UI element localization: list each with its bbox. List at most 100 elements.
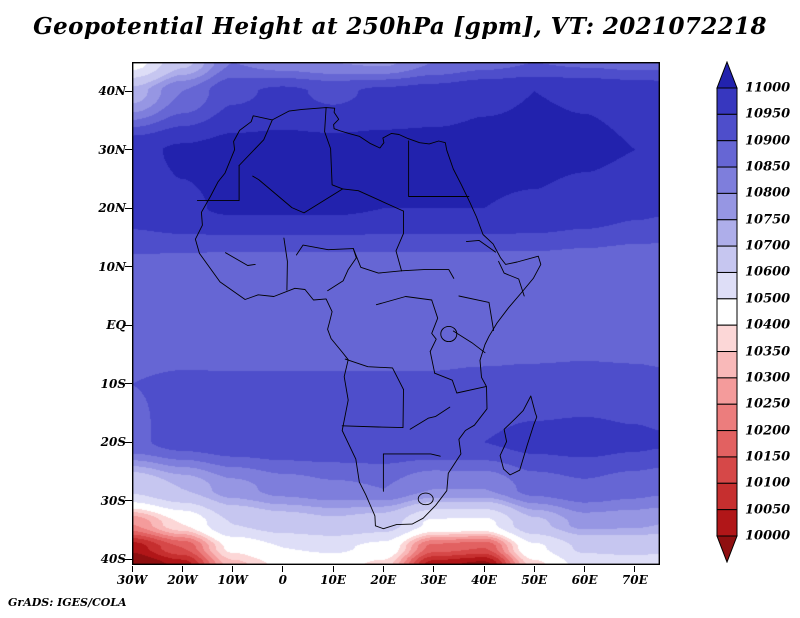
colorbar-label: 10700 xyxy=(745,238,791,254)
y-tick-mark xyxy=(125,441,132,443)
y-tick-mark xyxy=(125,500,132,502)
country-border xyxy=(295,244,354,256)
figure-title: Geopotential Height at 250hPa [gpm], VT:… xyxy=(33,13,767,40)
y-tick-label: 10S xyxy=(100,376,126,391)
inland-water-outline xyxy=(417,492,434,506)
country-border xyxy=(341,389,404,429)
filled-contour-field xyxy=(132,62,660,565)
y-tick-label: EQ xyxy=(106,318,126,333)
country-border xyxy=(342,188,404,212)
x-tick-mark xyxy=(584,566,586,572)
country-border xyxy=(375,296,433,306)
colorbar-label: 10300 xyxy=(745,370,791,386)
country-border xyxy=(382,453,441,457)
colorbar-segment xyxy=(716,509,738,537)
y-tick-mark xyxy=(125,266,132,268)
colorbar-label: 10750 xyxy=(745,212,791,228)
y-tick-mark xyxy=(125,149,132,151)
colorbar-segment xyxy=(716,430,738,458)
colorbar-label: 10950 xyxy=(745,106,791,122)
grads-attribution: GrADS: IGES/COLA xyxy=(8,596,127,609)
colorbar-segment xyxy=(716,482,738,511)
madagascar-coastline xyxy=(499,395,538,476)
x-tick-mark xyxy=(533,566,535,572)
africa-map-overlay xyxy=(132,62,660,565)
x-tick-label: 70E xyxy=(621,573,648,587)
x-tick-mark xyxy=(332,566,334,572)
map-plot xyxy=(132,62,660,565)
country-border xyxy=(409,406,451,430)
colorbar-label: 10200 xyxy=(745,423,791,439)
africa-coastline xyxy=(194,107,542,530)
colorbar-label: 10500 xyxy=(745,291,791,307)
x-tick-label: 20W xyxy=(167,573,198,587)
colorbar-segment xyxy=(716,456,738,484)
country-border xyxy=(196,165,240,202)
colorbar-arrow-low xyxy=(716,535,738,563)
y-tick-mark xyxy=(125,383,132,385)
colorbar-label: 11000 xyxy=(745,80,791,96)
x-tick-label: 40E xyxy=(471,573,497,587)
colorbar-segment xyxy=(716,219,738,247)
colorbar-label: 10800 xyxy=(745,185,791,201)
country-border xyxy=(225,252,256,266)
colorbar-segment xyxy=(716,351,738,379)
country-border xyxy=(344,358,404,390)
y-tick-mark xyxy=(125,90,132,92)
y-tick-label: 40N xyxy=(98,84,126,99)
colorbar-label: 10350 xyxy=(745,344,791,360)
country-border xyxy=(401,269,455,279)
y-tick-mark xyxy=(125,558,132,560)
x-tick-label: 30W xyxy=(116,573,148,587)
x-tick-label: 20E xyxy=(370,573,397,587)
colorbar-label: 10100 xyxy=(745,475,791,491)
y-tick-label: 30S xyxy=(100,493,126,508)
plot-frame xyxy=(132,62,660,565)
colorbar-segment xyxy=(716,87,738,115)
colorbar-segment xyxy=(716,113,738,142)
x-tick-mark xyxy=(433,566,435,572)
x-tick-label: 10E xyxy=(320,573,347,587)
colorbar-label: 10150 xyxy=(745,449,791,465)
colorbar-label: 10900 xyxy=(745,133,791,149)
country-border xyxy=(429,299,439,352)
country-border xyxy=(352,248,402,274)
colorbar-label: 10600 xyxy=(745,264,791,280)
country-border xyxy=(283,237,288,291)
colorbar: 11000 10950 10900 10850 10800 10750 10700 10600… xyxy=(716,61,800,563)
inland-water-outline xyxy=(440,325,458,343)
country-border xyxy=(458,295,495,331)
y-tick-mark xyxy=(125,324,132,326)
country-border xyxy=(434,372,487,394)
x-tick-mark xyxy=(483,566,485,572)
colorbar-label: 10250 xyxy=(745,396,791,412)
x-tick-mark xyxy=(232,566,234,572)
country-border xyxy=(465,239,497,253)
colorbar-segment xyxy=(716,192,738,221)
country-border xyxy=(324,107,344,190)
colorbar-segment xyxy=(716,403,738,432)
country-border xyxy=(452,330,486,354)
colorbar-label: 10400 xyxy=(745,317,791,333)
y-tick-label: 40S xyxy=(100,552,126,567)
colorbar-arrow-high xyxy=(716,61,738,89)
colorbar-segment xyxy=(716,271,738,300)
colorbar-label: 10000 xyxy=(745,528,791,544)
x-tick-label: 60E xyxy=(571,573,598,587)
colorbar-label: 10050 xyxy=(745,502,791,518)
colorbar-segment xyxy=(716,377,738,405)
country-border xyxy=(327,248,357,292)
x-tick-label: 50E xyxy=(521,573,548,587)
y-tick-label: 30N xyxy=(98,142,126,157)
country-border xyxy=(395,210,404,272)
country-border xyxy=(429,351,436,374)
x-tick-label: 0 xyxy=(278,573,288,587)
x-tick-mark xyxy=(181,566,183,572)
colorbar-label: 10850 xyxy=(745,159,791,175)
colorbar-segment xyxy=(716,298,738,326)
colorbar-segment xyxy=(716,140,738,168)
country-border xyxy=(408,140,470,197)
colorbar-scale xyxy=(716,61,738,563)
x-tick-mark xyxy=(282,566,284,572)
